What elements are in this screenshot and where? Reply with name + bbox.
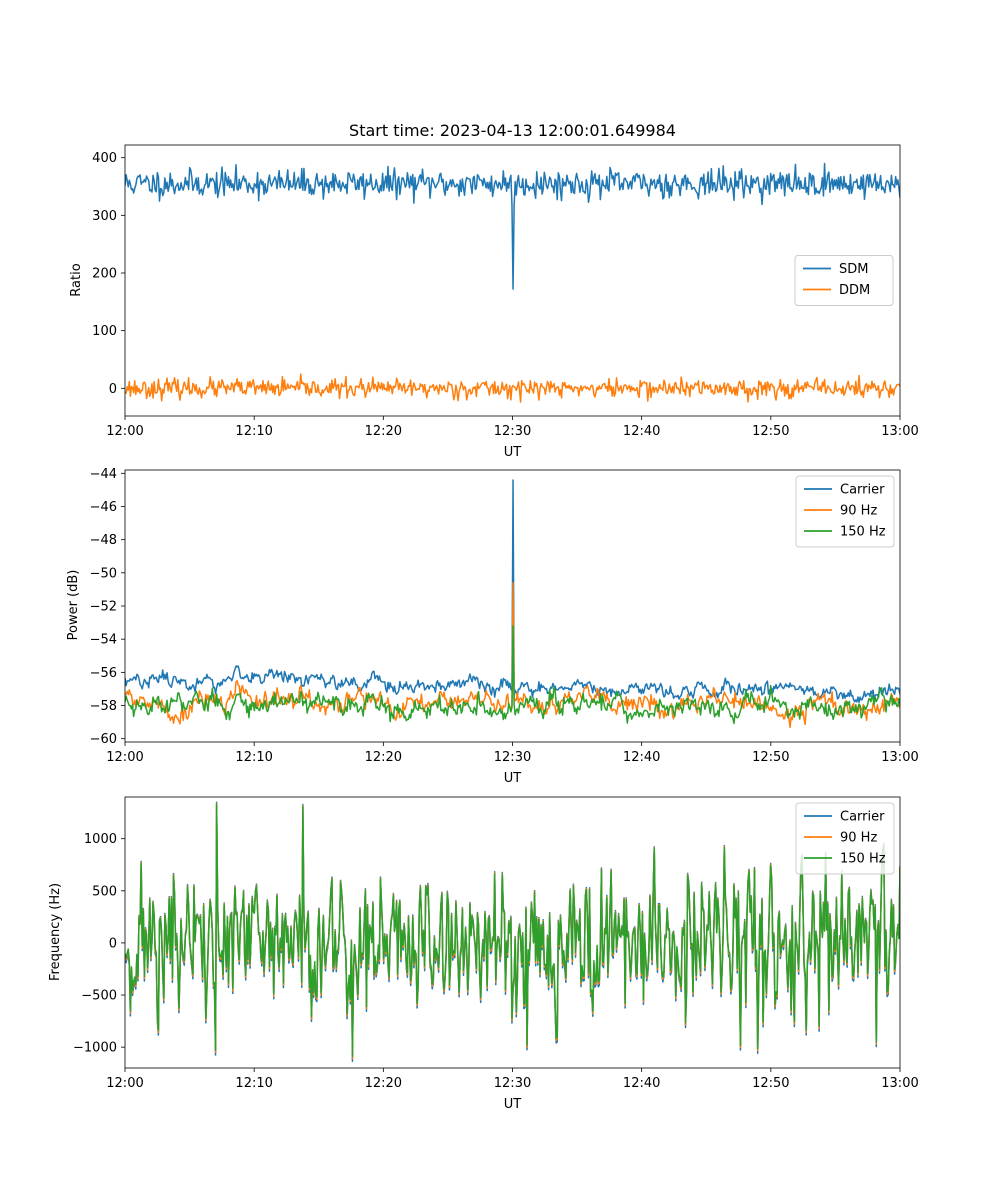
legend-label: DDM: [839, 283, 870, 298]
legend-label: 150 Hz: [840, 852, 886, 867]
x-tick-label: 12:40: [623, 424, 660, 439]
x-axis-label: UT: [504, 1097, 522, 1112]
legend-box: [795, 475, 895, 548]
series-line-sdm: [125, 162, 900, 290]
series-group: [125, 479, 900, 729]
series-line-150-hz: [125, 803, 900, 1058]
y-tick-label: −48: [90, 533, 117, 548]
x-tick-label: 13:00: [881, 750, 918, 765]
series-group: [125, 162, 900, 403]
legend-power: Carrier 90 Hz 150 Hz: [795, 475, 895, 548]
x-tick-label: 12:20: [365, 1076, 402, 1091]
series-group: [125, 801, 900, 1062]
y-axis-label: Frequency (Hz): [48, 883, 63, 981]
y-tick-label: 200: [92, 267, 117, 282]
x-tick-label: 12:10: [235, 1076, 272, 1091]
series-line-150-hz: [125, 625, 900, 725]
chart-title: Start time: 2023-04-13 12:00:01.649984: [349, 121, 676, 140]
plot-area-frequency: 12:00 12:10 12:20 12:30 12:40 12:50 13:00 −1000…: [73, 796, 919, 1091]
x-tick-label: 12:20: [365, 424, 402, 439]
legend-label: 90 Hz: [840, 504, 877, 519]
x-tick-label: 12:50: [752, 1076, 789, 1091]
y-tick-label: 300: [92, 209, 117, 224]
legend-label: SDM: [839, 262, 868, 277]
y-tick-label: 100: [92, 324, 117, 339]
legend-ratio: SDM DDM: [794, 255, 894, 306]
y-tick-label: 0: [109, 382, 117, 397]
y-tick-label: −1000: [73, 1041, 117, 1056]
y-tick-label: −58: [90, 699, 117, 714]
y-tick-label: −60: [90, 732, 117, 747]
y-tick-label: −44: [90, 467, 117, 482]
x-axis-label: UT: [504, 771, 522, 786]
y-tick-label: 400: [92, 151, 117, 166]
x-tick-label: 12:10: [235, 424, 272, 439]
panel-frequency: 12:00 12:10 12:20 12:30 12:40 12:50 13:00 −1000…: [48, 796, 919, 1112]
legend-label: 90 Hz: [840, 831, 877, 846]
y-tick-label: −56: [90, 666, 117, 681]
legend-label: Carrier: [840, 483, 885, 498]
legend-label: Carrier: [840, 810, 885, 825]
y-tick-label: −500: [81, 989, 117, 1004]
y-tick-label: −46: [90, 500, 117, 515]
x-tick-label: 13:00: [881, 1076, 918, 1091]
legend-box: [795, 802, 895, 875]
x-tick-label: 12:50: [752, 424, 789, 439]
x-tick-label: 12:40: [623, 750, 660, 765]
x-tick-label: 12:00: [106, 1076, 143, 1091]
panel-power: 12:00 12:10 12:20 12:30 12:40 12:50 13:00 −60 −5…: [66, 467, 919, 786]
panel-ratio: Start time: 2023-04-13 12:00:01.649984 1…: [69, 121, 919, 460]
y-tick-label: 1000: [84, 832, 117, 847]
x-tick-label: 12:20: [365, 750, 402, 765]
y-axis-label: Ratio: [69, 263, 84, 296]
series-line-ddm: [125, 373, 900, 403]
x-tick-label: 12:10: [235, 750, 272, 765]
y-axis-label: Power (dB): [66, 570, 81, 641]
legend-frequency: Carrier 90 Hz 150 Hz: [795, 802, 895, 875]
y-tick-label: 0: [109, 936, 117, 951]
x-tick-label: 12:50: [752, 750, 789, 765]
x-tick-label: 12:00: [106, 424, 143, 439]
x-tick-label: 12:30: [494, 750, 531, 765]
y-tick-label: −52: [90, 600, 117, 615]
x-tick-label: 12:40: [623, 1076, 660, 1091]
y-tick-label: −54: [90, 633, 117, 648]
x-axis-label: UT: [504, 445, 522, 460]
legend-label: 150 Hz: [840, 525, 886, 540]
plot-area-ratio: 12:00 12:10 12:20 12:30 12:40 12:50 13:00 0 100 2…: [92, 144, 919, 439]
x-tick-label: 13:00: [881, 424, 918, 439]
y-tick-label: 500: [92, 884, 117, 899]
x-tick-label: 12:30: [494, 1076, 531, 1091]
x-tick-label: 12:00: [106, 750, 143, 765]
x-tick-label: 12:30: [494, 424, 531, 439]
plot-area-power: 12:00 12:10 12:20 12:30 12:40 12:50 13:00 −60 −5…: [90, 467, 919, 765]
y-tick-label: −50: [90, 566, 117, 581]
